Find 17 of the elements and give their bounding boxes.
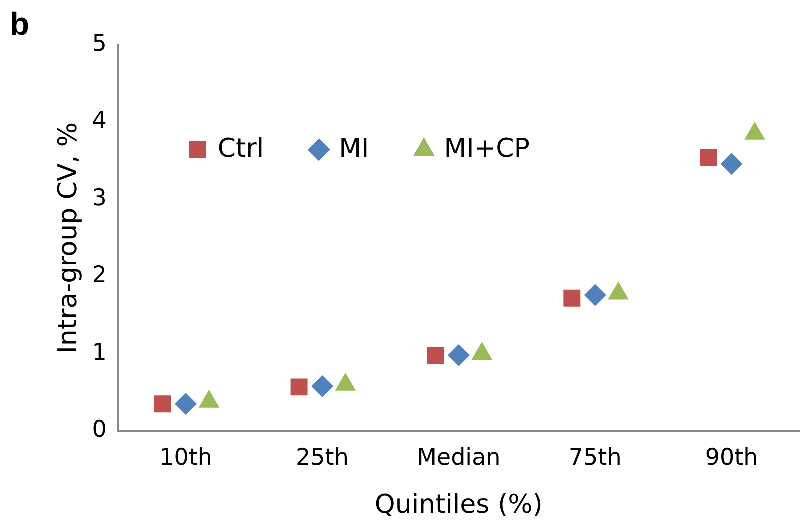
- y-tick-label: 0: [92, 417, 107, 444]
- y-tick-label: 4: [92, 108, 107, 134]
- y-tick-label: 2: [92, 262, 107, 289]
- x-axis-title: Quintiles (%): [374, 490, 543, 520]
- x-tick-label: 25th: [296, 444, 349, 471]
- y-axis-title: Intra-group CV, %: [53, 122, 84, 354]
- legend-label: Ctrl: [218, 134, 264, 164]
- legend-label: MI: [339, 134, 370, 164]
- chart-title: b: [10, 6, 30, 43]
- x-tick-label: 90th: [705, 444, 758, 471]
- x-tick-label: Median: [417, 444, 501, 471]
- x-tick-label: 10th: [160, 444, 212, 471]
- y-tick-label: 1: [92, 340, 107, 366]
- y-tick-label: 5: [92, 30, 107, 57]
- legend-label: MI+CP: [444, 134, 530, 164]
- x-tick-label: 75th: [568, 444, 622, 471]
- y-tick-label: 3: [92, 185, 107, 212]
